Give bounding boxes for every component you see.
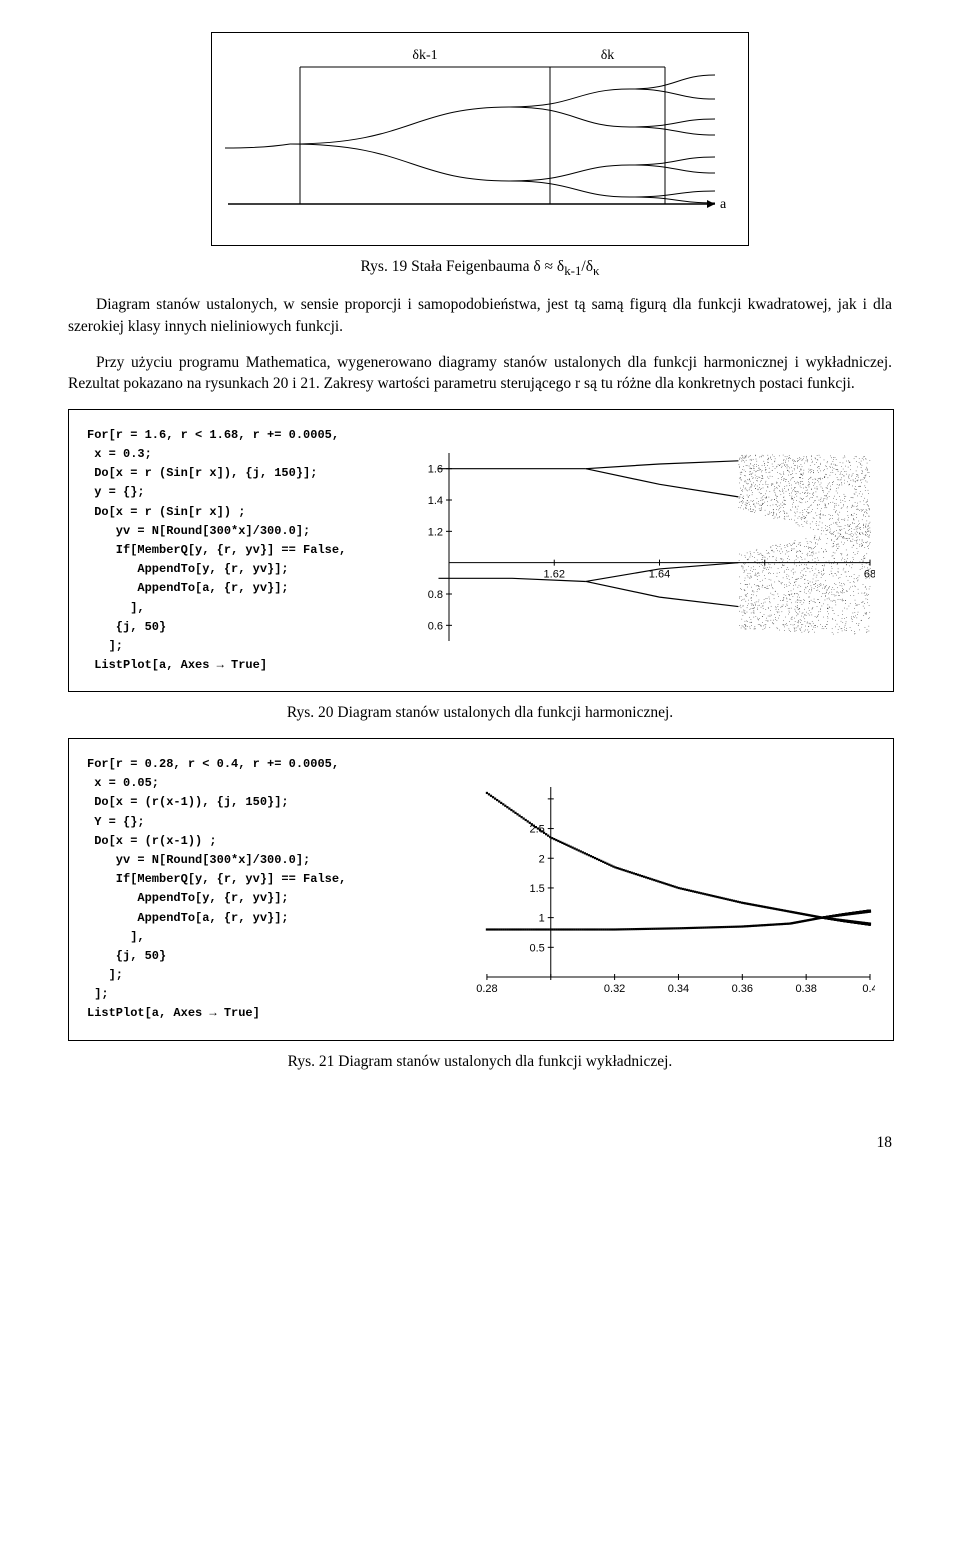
para-2: Przy użyciu programu Mathematica, wygene… xyxy=(68,352,892,395)
fig1-bifurcation-schematic: δk-1 δk a xyxy=(220,39,726,239)
fig1-caption: Rys. 19 Stała Feigenbauma δ ≈ δk-1/δκ xyxy=(68,256,892,280)
svg-text:0.8: 0.8 xyxy=(428,589,443,601)
fig3-caption: Rys. 21 Diagram stanów ustalonych dla fu… xyxy=(68,1051,892,1073)
fig2-bifurcation-chart: 1.621.64680.60.81.21.41.6 xyxy=(415,441,875,661)
svg-text:0.36: 0.36 xyxy=(732,983,753,995)
fig1-cap-sub2: κ xyxy=(593,263,600,278)
fig1-frame: δk-1 δk a xyxy=(211,32,749,246)
svg-text:0.32: 0.32 xyxy=(604,983,625,995)
svg-text:1.2: 1.2 xyxy=(428,526,443,538)
svg-text:1.62: 1.62 xyxy=(544,568,565,580)
fig3-frame: For[r = 0.28, r < 0.4, r += 0.0005, x = … xyxy=(68,738,894,1041)
svg-text:1.4: 1.4 xyxy=(428,495,443,507)
svg-text:0.34: 0.34 xyxy=(668,983,689,995)
fig1-cap-sub1: k-1 xyxy=(564,263,581,278)
page-number: 18 xyxy=(68,1132,892,1154)
fig1-cap-mid: /δ xyxy=(581,258,593,275)
svg-text:0.28: 0.28 xyxy=(476,983,497,995)
svg-text:δk: δk xyxy=(601,48,615,63)
fig2-frame: For[r = 1.6, r < 1.68, r += 0.0005, x = … xyxy=(68,409,894,692)
fig1-caption-text: Rys. 19 Stała Feigenbauma δ ≈ δ xyxy=(360,258,564,275)
svg-text:2: 2 xyxy=(539,854,545,866)
fig2-code: For[r = 1.6, r < 1.68, r += 0.0005, x = … xyxy=(87,426,407,675)
fig2-caption: Rys. 20 Diagram stanów ustalonych dla fu… xyxy=(68,702,892,724)
svg-text:0.4: 0.4 xyxy=(862,983,875,995)
svg-text:δk-1: δk-1 xyxy=(412,48,437,63)
svg-text:1: 1 xyxy=(539,913,545,925)
svg-text:1.6: 1.6 xyxy=(428,463,443,475)
fig3-bifurcation-chart: 0.280.320.340.360.380.40.511.522.5 xyxy=(415,779,875,999)
svg-text:0.5: 0.5 xyxy=(529,943,544,955)
svg-text:a: a xyxy=(720,197,726,212)
svg-text:0.6: 0.6 xyxy=(428,620,443,632)
svg-text:0.38: 0.38 xyxy=(795,983,816,995)
fig3-code: For[r = 0.28, r < 0.4, r += 0.0005, x = … xyxy=(87,755,407,1024)
svg-text:1.5: 1.5 xyxy=(529,883,544,895)
svg-text:68: 68 xyxy=(864,568,875,580)
para-1: Diagram stanów ustalonych, w sensie prop… xyxy=(68,294,892,337)
